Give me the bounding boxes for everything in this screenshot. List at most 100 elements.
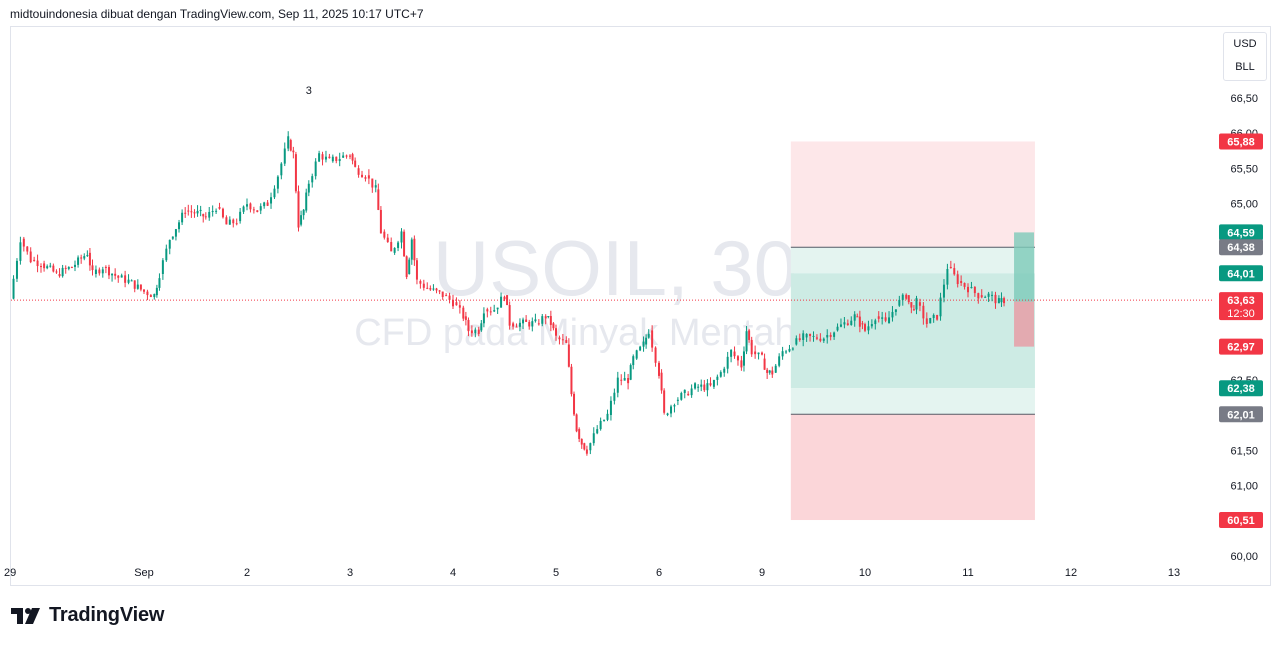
candle-body (740, 360, 743, 368)
candle-body (196, 210, 199, 214)
tradingview-logo-icon (11, 607, 40, 624)
candle-body (314, 161, 317, 177)
candle-body (259, 206, 262, 211)
candle-body (480, 323, 483, 331)
bar-up-box (1014, 232, 1035, 302)
candle-body (386, 237, 389, 243)
candle-body (910, 302, 913, 308)
candle-body (419, 281, 422, 284)
candle-body (49, 265, 52, 267)
candle-body (371, 178, 374, 188)
candle-body (474, 329, 477, 334)
candle-body (932, 314, 935, 319)
candle-body (379, 209, 382, 234)
watermark-symbol: USOIL, 30 (433, 224, 797, 312)
candle-body (616, 377, 619, 393)
candle-body (235, 223, 238, 225)
price-label-box (1219, 380, 1263, 397)
candle-body (763, 358, 766, 370)
candle-body (73, 264, 76, 267)
candle-body (791, 348, 794, 350)
candle-body (578, 429, 581, 439)
candle-body (639, 346, 642, 351)
candle-body (242, 206, 245, 212)
candle-body (788, 348, 791, 352)
price-label-box (1219, 265, 1263, 282)
candle-body (246, 204, 248, 207)
candle-body (552, 323, 555, 329)
candle-body (963, 282, 966, 287)
candle-body (397, 242, 400, 248)
y-tick-label: 61,50 (1230, 445, 1258, 457)
candle-body (83, 256, 86, 259)
x-tick-label: 29 (4, 567, 16, 579)
candle-body (345, 155, 348, 157)
candle-body (700, 384, 703, 387)
candle-body (987, 293, 990, 297)
candle-body (977, 293, 980, 299)
candle-body (547, 316, 550, 318)
candle-body (970, 287, 973, 289)
candle-body (570, 366, 573, 395)
candle-body (302, 209, 305, 216)
candle-body (405, 256, 408, 278)
candle-body (766, 369, 769, 373)
candle-body (503, 296, 506, 300)
candle-body (984, 296, 987, 298)
chart-frame[interactable] (10, 26, 1271, 586)
candle-body (922, 305, 925, 319)
candle-body (307, 183, 310, 193)
candle-body (445, 295, 448, 297)
candle-body (912, 309, 915, 311)
candle-body (645, 337, 648, 345)
candle-body (435, 288, 438, 291)
candle-body (826, 334, 829, 338)
y-tick-label: 66,50 (1230, 93, 1258, 105)
candle-body (328, 156, 331, 159)
candle-body (46, 266, 49, 269)
candle-body (573, 393, 576, 415)
candle-body (555, 328, 557, 336)
candle-body (846, 323, 849, 325)
candle-body (94, 269, 97, 274)
candle-body (364, 177, 367, 179)
price-label-text: 64,38 (1227, 242, 1255, 254)
entry-zone-upper (790, 247, 1035, 274)
candle-body (599, 420, 602, 430)
y-tick-label: 60,00 (1230, 551, 1258, 563)
candle-body (833, 332, 836, 337)
candle-body (493, 310, 496, 312)
candle-body (36, 260, 39, 267)
watermark-description: CFD pada Minyak Mentah WTI (354, 312, 876, 354)
candle-body (429, 288, 432, 290)
currency-unit-selector[interactable]: USD BLL (1223, 32, 1267, 81)
candle-body (422, 283, 425, 288)
candle-body (133, 280, 136, 289)
x-tick-label: 9 (759, 567, 765, 579)
candle-body (1003, 298, 1006, 304)
candle-body (528, 321, 531, 327)
candle-body (413, 238, 416, 261)
candle-body (29, 251, 32, 263)
candle-body (687, 393, 690, 396)
candle-body (367, 175, 370, 179)
candle-body (15, 260, 18, 279)
candle-body (939, 297, 942, 317)
candle-body (660, 372, 663, 391)
price-label-box (1219, 239, 1263, 256)
candle-body (666, 413, 669, 415)
candle-body (778, 356, 781, 366)
candle-body (77, 257, 80, 265)
candle-body (768, 370, 771, 373)
candle-body (870, 324, 873, 327)
candle-body (221, 208, 224, 218)
candle-body (211, 211, 214, 213)
candle-body (583, 443, 586, 450)
candle-body (114, 273, 117, 276)
candle-body (349, 155, 351, 157)
candle-body (300, 215, 303, 225)
candle-body (888, 317, 891, 324)
candle-body (956, 274, 959, 285)
candle-body (997, 298, 1000, 304)
